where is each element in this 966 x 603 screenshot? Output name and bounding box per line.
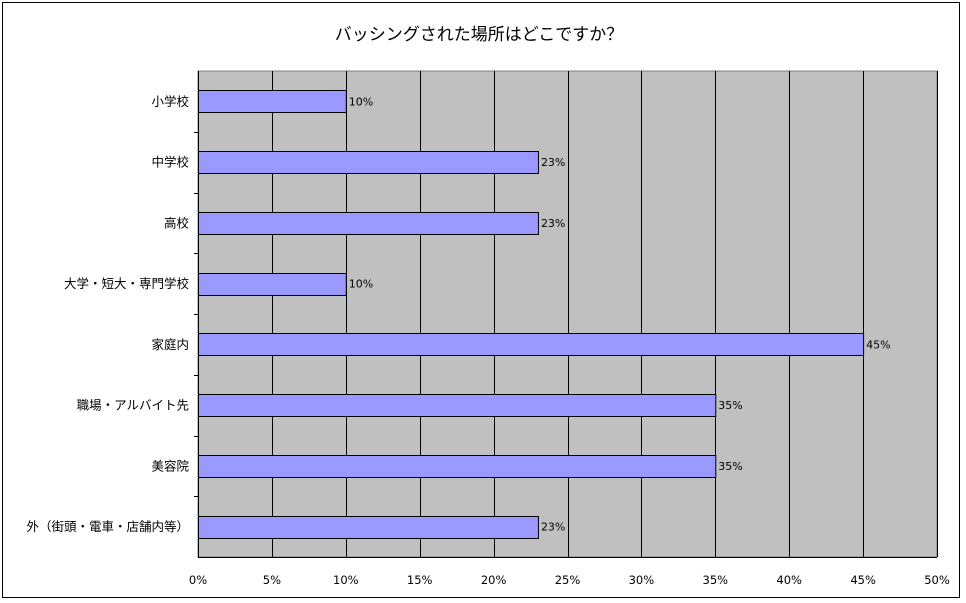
category-label-3: 大学・短大・専門学校 — [64, 276, 190, 291]
category-label-5: 職場・アルバイト先 — [77, 398, 189, 413]
data-labels: 10% 23% 23% 10% 45% 35% 35% 23% — [349, 95, 891, 533]
bar-7 — [198, 516, 539, 539]
bar-3 — [198, 273, 347, 296]
category-label-2: 高校 — [164, 215, 190, 230]
x-tick-label-9: 45% — [850, 573, 876, 587]
x-tick-label-0: 0% — [189, 573, 207, 587]
x-tick-label-4: 20% — [481, 573, 507, 587]
category-label-6: 美容院 — [151, 458, 189, 473]
category-labels: 小学校中学校高校大学・短大・専門学校家庭内職場・アルバイト先美容院外（街頭・電車… — [26, 94, 189, 534]
category-label-4: 家庭内 — [151, 337, 189, 352]
x-tick-label-10: 50% — [924, 573, 950, 587]
x-tick-label-5: 25% — [555, 573, 581, 587]
bar-1 — [198, 151, 539, 174]
x-tick-labels: 0% 5% 10% 15% 20% 25% 30% 35% 40% 45% 50% — [189, 573, 950, 587]
bar-6 — [198, 455, 717, 478]
x-tick-label-8: 40% — [776, 573, 802, 587]
data-label-7: 23% — [541, 521, 565, 534]
bars — [198, 90, 865, 539]
data-label-5: 35% — [718, 399, 742, 412]
category-label-1: 中学校 — [151, 155, 189, 170]
data-label-0: 10% — [349, 95, 373, 108]
data-label-2: 23% — [541, 217, 565, 230]
category-label-0: 小学校 — [151, 94, 189, 109]
x-tick-label-6: 30% — [629, 573, 655, 587]
data-label-4: 45% — [866, 338, 890, 351]
bar-chart: バッシングされた場所はどこですか？ 10% 23% 23% 10% 45% 35% 35% 2… — [26, 25, 950, 587]
x-tick-label-3: 15% — [407, 573, 433, 587]
bar-0 — [198, 90, 347, 113]
data-label-3: 10% — [349, 278, 373, 291]
plot-area — [197, 70, 938, 558]
bar-4 — [198, 333, 865, 356]
category-label-7: 外（街頭・電車・店舗内等） — [26, 519, 189, 534]
x-tick-label-2: 10% — [333, 573, 359, 587]
chart-title: バッシングされた場所はどこですか？ — [335, 25, 624, 45]
data-label-1: 23% — [541, 156, 565, 169]
data-label-6: 35% — [718, 460, 742, 473]
bar-2 — [198, 212, 539, 235]
x-tick-label-1: 5% — [263, 573, 281, 587]
x-tick-label-7: 35% — [703, 573, 729, 587]
bar-5 — [198, 394, 717, 417]
